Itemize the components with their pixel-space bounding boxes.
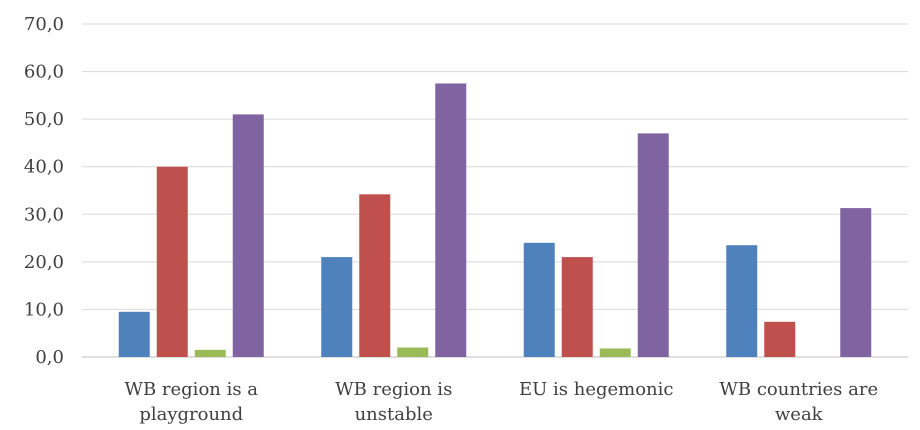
x-category-label: EU is hegemonic — [519, 379, 674, 400]
bar-series-2-category-1 — [156, 166, 188, 357]
x-axis-category-labels: WB region is a playground WB region is unst… — [124, 379, 878, 425]
x-category-label-line: WB region is — [335, 379, 452, 400]
bar-series-1-category-3 — [523, 242, 555, 357]
y-tick-label: 50,0 — [24, 109, 64, 130]
bar-series-1-category-1 — [118, 311, 150, 357]
bar-series-4-category-3 — [637, 133, 669, 357]
x-category-label: WB countries are weak — [719, 379, 878, 425]
x-category-label-line: unstable — [355, 404, 433, 425]
bars — [118, 83, 872, 357]
bar-series-2-category-3 — [561, 257, 593, 357]
y-tick-label: 30,0 — [24, 204, 64, 225]
bar-series-1-category-4 — [726, 245, 758, 357]
bar-series-3-category-1 — [194, 349, 226, 357]
y-tick-label: 60,0 — [24, 62, 64, 83]
bar-series-3-category-3 — [599, 348, 631, 357]
bar-series-3-category-2 — [397, 347, 429, 357]
bar-series-1-category-2 — [321, 257, 353, 357]
y-tick-label: 70,0 — [24, 14, 64, 35]
x-category-label-line: weak — [775, 404, 824, 425]
x-category-label: WB region is unstable — [335, 379, 452, 425]
y-axis-tick-labels: 0,0 10,0 20,0 30,0 40,0 50,0 60,0 70,0 — [24, 14, 64, 368]
gridlines — [82, 23, 908, 358]
bar-series-4-category-2 — [435, 83, 467, 357]
y-tick-label: 20,0 — [24, 252, 64, 273]
x-category-label-line: WB region is a — [124, 379, 258, 400]
bar-series-4-category-4 — [840, 208, 872, 357]
x-category-label-line: EU is hegemonic — [519, 379, 674, 400]
x-category-label-line: WB countries are — [719, 379, 878, 400]
x-category-label: WB region is a playground — [124, 379, 258, 425]
bar-series-2-category-2 — [359, 194, 391, 357]
y-tick-label: 10,0 — [24, 299, 64, 320]
x-category-label-line: playground — [139, 404, 243, 425]
bar-series-4-category-1 — [232, 114, 264, 357]
bar-series-2-category-4 — [764, 321, 796, 357]
y-tick-label: 0,0 — [35, 347, 64, 368]
y-tick-label: 40,0 — [24, 157, 64, 178]
